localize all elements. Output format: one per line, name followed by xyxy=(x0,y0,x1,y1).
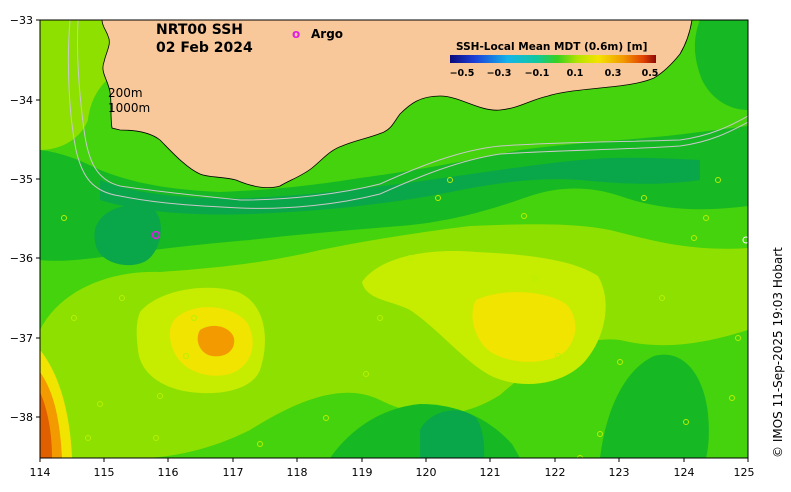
map-title-date: 02 Feb 2024 xyxy=(156,40,253,56)
sample-markers xyxy=(61,177,748,458)
colorbar-tick-label: 0.5 xyxy=(642,68,659,79)
isobath-label-200m: 200m xyxy=(108,86,143,100)
sample-marker xyxy=(153,435,159,441)
x-axis-labels: 114 115 116 117 118 119 120 121 122 123 … xyxy=(30,466,755,479)
sample-marker xyxy=(119,295,125,301)
colorbar-tick-label: −0.5 xyxy=(450,68,475,79)
sample-marker xyxy=(377,315,383,321)
sample-marker xyxy=(641,195,647,201)
sample-marker xyxy=(531,275,537,281)
y-tick-label: −38 xyxy=(10,411,33,424)
sample-marker xyxy=(703,215,709,221)
argo-legend-symbol: o xyxy=(292,27,300,41)
sample-marker xyxy=(157,393,163,399)
ssh-region-sw-darkorange xyxy=(40,392,52,458)
sample-marker xyxy=(61,215,67,221)
sample-marker xyxy=(617,359,623,365)
axis-tick-marks xyxy=(36,19,749,462)
colorbar-gradient xyxy=(450,55,656,63)
x-tick-label: 115 xyxy=(94,466,115,479)
isobath-1000m xyxy=(67,20,748,209)
x-tick-label: 125 xyxy=(734,466,755,479)
sample-marker xyxy=(97,401,103,407)
x-tick-label: 114 xyxy=(30,466,51,479)
x-tick-label: 122 xyxy=(545,466,566,479)
x-tick-label: 120 xyxy=(416,466,437,479)
sample-marker xyxy=(729,395,735,401)
sample-marker xyxy=(597,431,603,437)
colorbar-title: SSH-Local Mean MDT (0.6m) [m] xyxy=(456,41,647,53)
ssh-region-deepgreen-south xyxy=(420,410,485,458)
sample-marker xyxy=(659,295,665,301)
ssh-region-orange-core xyxy=(197,325,235,357)
colorbar-tick-label: 0.1 xyxy=(567,68,584,79)
ssh-region-yellow-centre xyxy=(472,292,576,362)
colorbar-tick-label: −0.1 xyxy=(525,68,550,79)
isobath-label-1000m: 1000m xyxy=(108,101,150,115)
argo-legend-label: Argo xyxy=(311,27,343,41)
ssh-region-deepgreen-west xyxy=(94,205,161,266)
ssh-region-green-southeast xyxy=(600,354,709,458)
colorbar-tick-label: −0.3 xyxy=(487,68,512,79)
sample-marker xyxy=(521,213,527,219)
colorbar-tick-label: 0.3 xyxy=(605,68,622,79)
colorbar: SSH-Local Mean MDT (0.6m) [m] −0.5 −0.3 … xyxy=(450,41,659,79)
y-tick-label: −37 xyxy=(10,332,33,345)
y-tick-label: −34 xyxy=(10,94,33,107)
x-tick-label: 118 xyxy=(287,466,308,479)
x-tick-label: 117 xyxy=(223,466,244,479)
isobath-200m xyxy=(76,20,748,201)
argo-float-marker[interactable] xyxy=(151,230,161,240)
sample-marker xyxy=(447,177,453,183)
sample-marker xyxy=(435,195,441,201)
map-area xyxy=(40,20,748,458)
map-title-product: NRT00 SSH xyxy=(156,22,243,38)
imos-credit: © IMOS 11-Sep-2025 19:03 Hobart xyxy=(771,247,785,458)
plot-frame xyxy=(39,19,749,459)
y-axis-labels: −33 −34 −35 −36 −37 −38 xyxy=(10,14,33,424)
sample-marker xyxy=(577,455,583,458)
sample-marker xyxy=(715,177,721,183)
sample-marker xyxy=(735,335,741,341)
sample-marker xyxy=(691,235,697,241)
sample-marker xyxy=(742,236,748,244)
ssh-region-green-east xyxy=(694,20,748,110)
sample-marker xyxy=(191,315,197,321)
sample-marker xyxy=(257,441,263,447)
y-tick-label: −35 xyxy=(10,173,33,186)
x-tick-label: 123 xyxy=(609,466,630,479)
sample-marker xyxy=(71,315,77,321)
x-tick-label: 124 xyxy=(674,466,695,479)
x-tick-label: 121 xyxy=(480,466,501,479)
sample-marker xyxy=(323,415,329,421)
sample-marker xyxy=(407,255,413,261)
x-tick-label: 116 xyxy=(158,466,179,479)
sample-marker xyxy=(683,419,689,425)
sample-marker xyxy=(85,435,91,441)
y-tick-label: −36 xyxy=(10,252,33,265)
sample-marker xyxy=(555,353,561,359)
sample-marker xyxy=(183,353,189,359)
sample-marker xyxy=(363,371,369,377)
x-tick-label: 119 xyxy=(352,466,373,479)
y-tick-label: −33 xyxy=(10,14,33,27)
